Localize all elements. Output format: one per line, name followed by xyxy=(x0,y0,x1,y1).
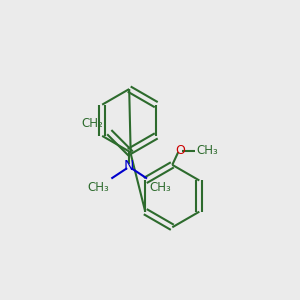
Text: CH₃: CH₃ xyxy=(197,144,218,157)
Text: CH₃: CH₃ xyxy=(88,181,109,194)
Text: O: O xyxy=(175,144,185,157)
Text: CH₃: CH₃ xyxy=(149,181,171,194)
Text: CH₂: CH₂ xyxy=(81,117,103,130)
Text: N: N xyxy=(124,159,134,173)
